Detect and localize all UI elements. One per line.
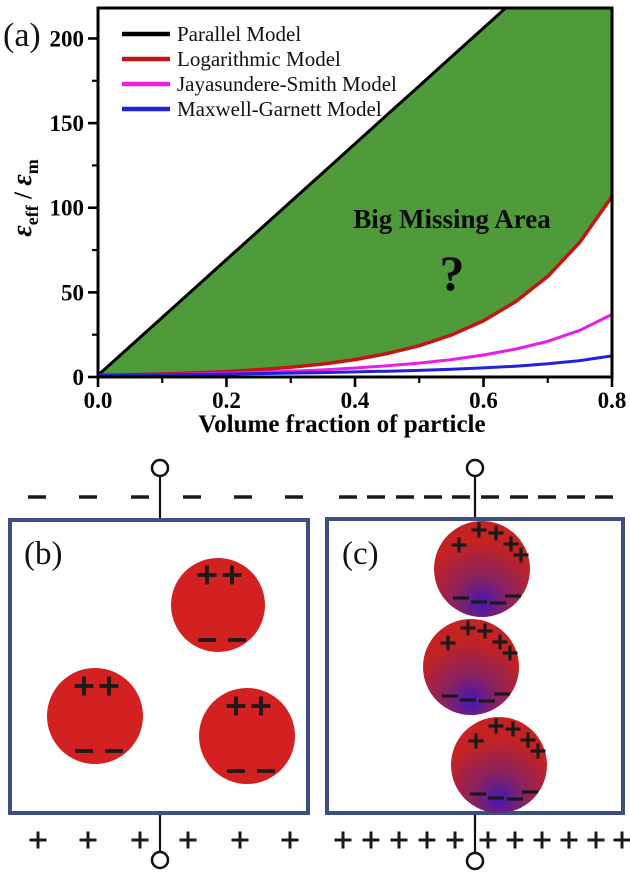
- panel-b-bottom-terminal: [150, 850, 170, 870]
- electrode-plus-sign: [587, 831, 605, 849]
- particle-plus-charge: [251, 696, 271, 716]
- particle: [47, 668, 143, 764]
- legend-label-parallel: Parallel Model: [177, 22, 301, 46]
- y-tick-label: 150: [50, 111, 85, 136]
- electrode-plus-sign: [334, 831, 352, 849]
- electrode-plus-sign: [29, 831, 47, 849]
- electrode-plus-sign: [418, 831, 436, 849]
- electrode-plus-sign: [506, 831, 524, 849]
- particle-plus-charge: [99, 676, 119, 696]
- y-tick-label: 100: [50, 196, 85, 221]
- annotation-big-missing-area: Big Missing Area: [353, 204, 551, 234]
- particle: [199, 688, 295, 784]
- x-tick-label: 0.0: [84, 388, 113, 413]
- electrode-plus-sign: [79, 831, 97, 849]
- particle-plus-charge: [505, 721, 521, 737]
- electrode-plus-sign: [560, 831, 578, 849]
- shaded-region-big-missing-area: [98, 8, 612, 376]
- y-axis-epsilon-eff: ε: [7, 225, 38, 237]
- particle-plus-charge: [520, 732, 536, 748]
- particle-plus-charge: [492, 634, 508, 650]
- y-tick-label: 200: [50, 26, 85, 51]
- panel-a-label: (a): [3, 17, 41, 54]
- particle-plus-charge: [451, 537, 467, 553]
- y-axis-sub-eff: eff: [22, 204, 42, 225]
- panel-c-bottom-terminal: [465, 851, 485, 871]
- particle: [171, 558, 265, 652]
- annotation-question-mark: ?: [440, 245, 465, 301]
- x-tick-label: 0.8: [598, 388, 627, 413]
- particle-plus-charge: [502, 645, 518, 661]
- x-tick-label: 0.2: [212, 388, 241, 413]
- curve-parallel-model: [98, 8, 508, 377]
- panel-b-top-terminal: [150, 458, 170, 478]
- particle-plus-charge: [226, 696, 246, 716]
- panel-c-label: (c): [342, 536, 379, 572]
- legend-label-maxwell-garnett: Maxwell-Garnett Model: [177, 97, 382, 121]
- particle-plus-charge: [488, 718, 504, 734]
- x-tick-label: 0.4: [341, 388, 370, 413]
- electrode-plus-sign: [613, 831, 630, 849]
- x-tick-label: 0.6: [469, 388, 498, 413]
- particle-plus-charge: [440, 635, 456, 651]
- electrode-plus-sign: [231, 831, 249, 849]
- particle-plus-charge: [460, 620, 476, 636]
- legend: Parallel Model Logarithmic Model Jayasun…: [122, 22, 397, 121]
- panel-c-top-terminal: [465, 458, 485, 478]
- particle-plus-charge: [471, 522, 487, 538]
- y-axis-title: εeff / εm: [7, 159, 42, 236]
- electrode-plus-sign: [533, 831, 551, 849]
- panels-bc-diagram: (b) (c): [8, 458, 630, 871]
- plot-frame: [96, 6, 614, 379]
- legend-label-logarithmic: Logarithmic Model: [177, 47, 341, 71]
- y-tick-label: 0: [73, 365, 85, 390]
- electrode-plus-sign: [362, 831, 380, 849]
- particle-plus-charge: [530, 743, 546, 759]
- electrode-plus-sign: [281, 831, 299, 849]
- electrode-plus-sign: [446, 831, 464, 849]
- electrode-plus-sign: [131, 831, 149, 849]
- particle-plus-charge: [503, 536, 519, 552]
- particle-plus-charge: [477, 623, 493, 639]
- legend-label-jayasundere-smith: Jayasundere-Smith Model: [177, 72, 397, 96]
- particle-plus-charge: [197, 565, 217, 585]
- particle-plus-charge: [488, 525, 504, 541]
- particle-plus-charge: [74, 676, 94, 696]
- electrode-plus-sign: [390, 831, 408, 849]
- x-axis-title: Volume fraction of particle: [198, 411, 485, 438]
- panel-a-chart: 0.0 0.2 0.4 0.6 0.8 0 50 100 150 200 (a) Volume f…: [3, 6, 627, 438]
- y-axis-slash: /: [10, 186, 37, 205]
- particle-plus-charge: [222, 565, 242, 585]
- y-tick-label: 50: [61, 280, 84, 305]
- y-axis-epsilon-m: ε: [7, 174, 38, 186]
- electrode-plus-sign: [479, 831, 497, 849]
- curve-maxwell-garnett-model: [98, 354, 612, 377]
- electrode-plus-sign: [179, 831, 197, 849]
- panel-b-label: (b): [24, 536, 62, 572]
- y-axis-sub-m: m: [22, 159, 42, 174]
- particle-plus-charge: [468, 733, 484, 749]
- particle-plus-charge: [513, 547, 529, 563]
